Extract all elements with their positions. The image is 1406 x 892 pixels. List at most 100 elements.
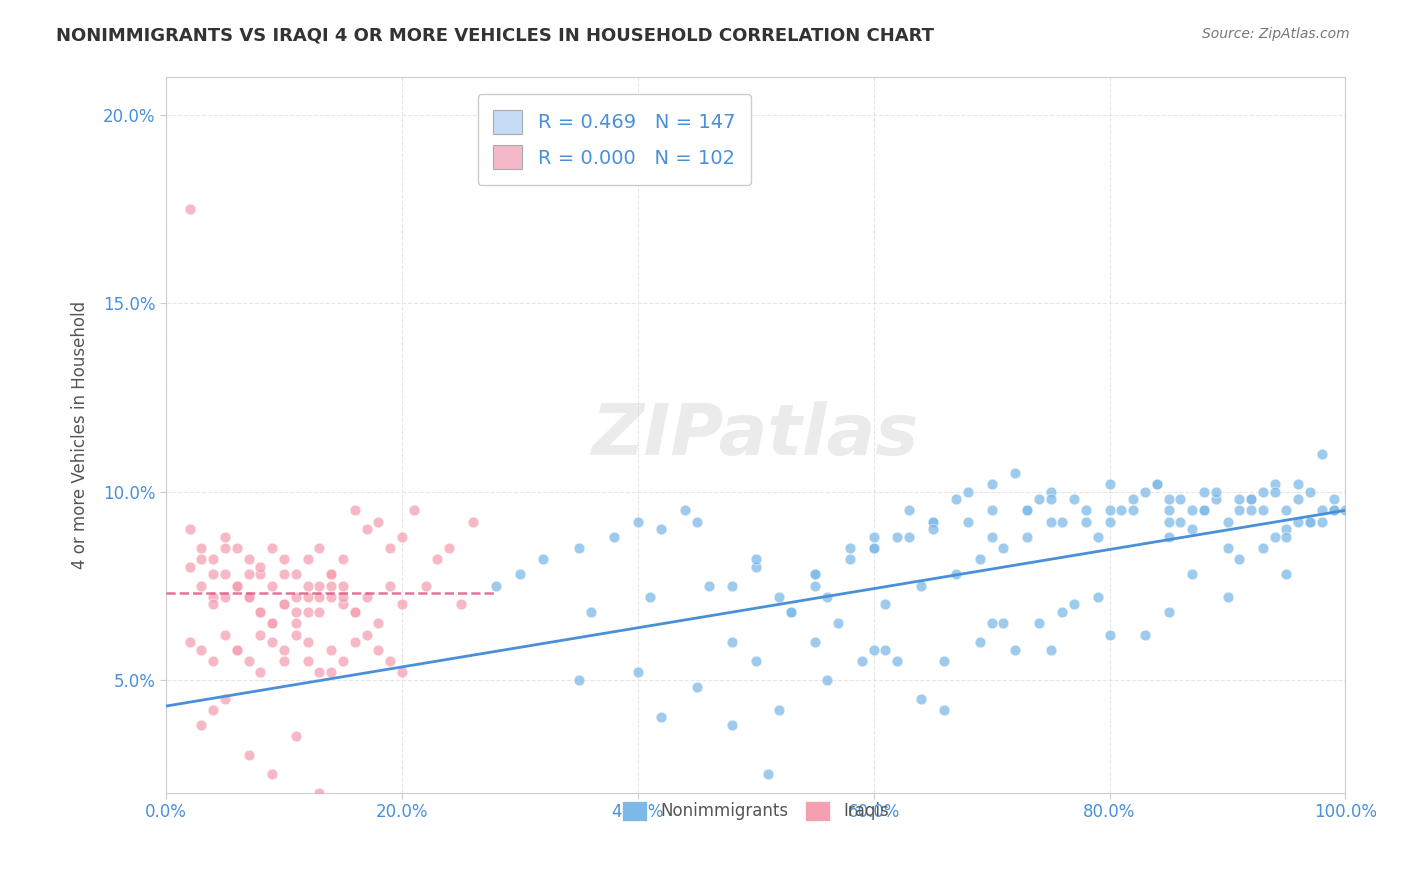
Point — [921, 515, 943, 529]
Point — [238, 590, 260, 604]
Point — [803, 635, 825, 649]
Point — [921, 515, 943, 529]
Point — [321, 590, 343, 604]
Point — [1157, 503, 1180, 517]
Point — [202, 552, 225, 566]
Point — [249, 559, 271, 574]
Point — [297, 605, 319, 619]
Point — [1133, 627, 1156, 641]
Point — [1240, 491, 1263, 506]
Point — [214, 530, 236, 544]
Point — [1299, 515, 1322, 529]
Point — [297, 635, 319, 649]
Point — [1286, 491, 1309, 506]
Point — [1146, 477, 1168, 491]
Point — [1192, 484, 1215, 499]
Point — [343, 503, 366, 517]
Point — [1074, 503, 1097, 517]
Point — [308, 590, 330, 604]
Point — [533, 552, 555, 566]
Point — [910, 691, 932, 706]
Point — [190, 541, 212, 555]
Point — [957, 515, 980, 529]
Point — [485, 579, 508, 593]
Point — [1063, 598, 1085, 612]
Point — [627, 515, 650, 529]
Point — [686, 515, 709, 529]
Point — [1227, 552, 1250, 566]
Point — [225, 579, 247, 593]
Point — [1205, 491, 1227, 506]
Point — [225, 642, 247, 657]
Point — [238, 590, 260, 604]
Point — [378, 541, 401, 555]
Point — [190, 642, 212, 657]
Point — [1122, 491, 1144, 506]
Point — [284, 567, 307, 582]
Point — [238, 654, 260, 668]
Point — [225, 642, 247, 657]
Point — [1264, 477, 1286, 491]
Point — [1275, 530, 1298, 544]
Point — [898, 530, 921, 544]
Point — [1168, 515, 1191, 529]
Point — [780, 605, 803, 619]
Point — [1275, 567, 1298, 582]
Point — [1074, 515, 1097, 529]
Point — [321, 642, 343, 657]
Point — [1015, 503, 1038, 517]
Point — [179, 202, 201, 217]
Point — [1240, 503, 1263, 517]
Point — [461, 515, 484, 529]
Point — [1157, 530, 1180, 544]
Point — [249, 605, 271, 619]
Point — [238, 552, 260, 566]
Point — [1039, 484, 1062, 499]
Point — [1168, 491, 1191, 506]
Point — [391, 598, 413, 612]
Point — [1181, 567, 1204, 582]
Point — [332, 654, 354, 668]
Point — [638, 590, 661, 604]
Point — [214, 567, 236, 582]
Point — [273, 598, 295, 612]
Point — [284, 590, 307, 604]
Point — [815, 673, 838, 687]
Point — [1275, 522, 1298, 536]
Point — [367, 616, 389, 631]
Point — [1264, 530, 1286, 544]
Point — [815, 590, 838, 604]
Point — [214, 691, 236, 706]
Point — [1216, 515, 1239, 529]
Point — [1122, 503, 1144, 517]
Point — [1087, 530, 1109, 544]
Point — [568, 541, 591, 555]
Point — [214, 541, 236, 555]
Point — [934, 703, 956, 717]
Point — [1205, 484, 1227, 499]
Point — [1216, 590, 1239, 604]
Point — [1181, 503, 1204, 517]
Point — [249, 665, 271, 680]
Point — [827, 616, 849, 631]
Point — [238, 567, 260, 582]
Point — [1028, 491, 1050, 506]
Point — [437, 541, 460, 555]
Point — [273, 654, 295, 668]
Point — [308, 579, 330, 593]
Point — [1264, 484, 1286, 499]
Point — [297, 552, 319, 566]
Point — [1004, 642, 1026, 657]
Point — [1310, 447, 1333, 461]
Point — [378, 579, 401, 593]
Point — [273, 567, 295, 582]
Point — [980, 477, 1002, 491]
Point — [1039, 491, 1062, 506]
Point — [308, 786, 330, 800]
Point — [1227, 491, 1250, 506]
Point — [190, 579, 212, 593]
Point — [886, 530, 908, 544]
Point — [803, 579, 825, 593]
Point — [343, 635, 366, 649]
Point — [851, 654, 873, 668]
